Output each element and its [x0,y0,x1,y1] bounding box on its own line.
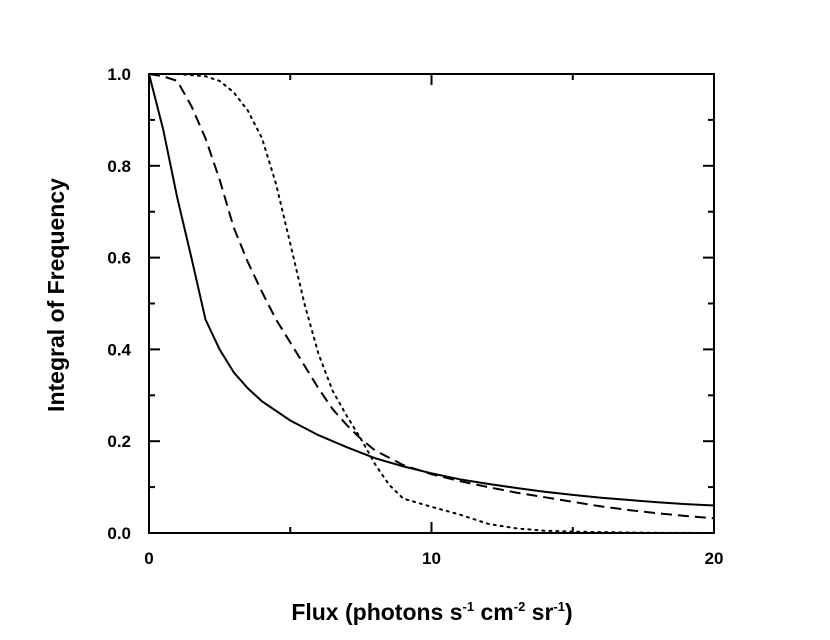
tick-layer [148,73,715,534]
x-axis-title-text: ) [565,599,573,625]
y-tick-label: 1.0 [107,65,131,84]
series-layer [148,73,715,534]
y-tick-label: 0.6 [107,249,131,268]
x-tick-label: 20 [705,549,724,568]
x-axis-title: Flux (photons s-1 cm-2 sr-1) [291,599,572,625]
x-tick-label: 10 [422,549,441,568]
y-tick-label: 0.4 [107,340,131,359]
x-axis-title-text: sr [525,599,553,625]
y-tick-label: 0.2 [107,432,131,451]
y-axis-title: Integral of Frequency [43,178,69,412]
x-axis-title-superscript: -2 [514,599,526,614]
plot-frame [148,73,715,534]
x-axis-title-superscript: -1 [463,599,475,614]
y-tick-label: 0.0 [107,524,131,543]
series-line-3-dotted [148,73,715,534]
x-axis-title-superscript: -1 [553,599,565,614]
x-axis-title-text: cm [474,599,514,625]
x-tick-label: 0 [144,549,153,568]
label-layer: 0 10 20 0.0 0.2 0.4 0.6 0.8 1.0 [107,65,723,568]
series-line-1-solid [148,73,715,507]
x-axis-title-text: Flux (photons s [291,599,462,625]
series-line-2-dashed [148,73,715,520]
y-tick-label: 0.8 [107,157,131,176]
